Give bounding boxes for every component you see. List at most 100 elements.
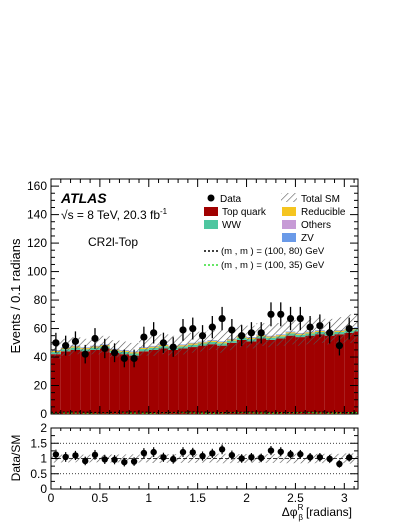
data-point-16 bbox=[208, 323, 216, 331]
legend: Data Total SM Top quark Reducible WW Oth… bbox=[204, 193, 346, 271]
bar-top-quark-5 bbox=[99, 348, 110, 414]
total-sm-band-17 bbox=[217, 329, 227, 353]
ratio-y-axis-ticks: 00.51 1.52 bbox=[30, 421, 358, 496]
data-point-4 bbox=[91, 334, 99, 343]
legend-top-label: Top quark bbox=[222, 207, 267, 218]
ratio-point-8 bbox=[130, 458, 138, 465]
y-tick-label: 140 bbox=[27, 208, 47, 222]
atlas-label: ATLAS bbox=[60, 190, 107, 206]
ratio-point-9 bbox=[140, 449, 148, 457]
ratio-band-16 bbox=[207, 454, 218, 463]
ratio-point-12 bbox=[170, 455, 177, 463]
ratio-y-tick-label: 1.5 bbox=[30, 436, 47, 450]
bar-top-quark-24 bbox=[285, 335, 296, 414]
bar-top-quark-6 bbox=[109, 352, 120, 414]
main-panel: 0 20 40 60 80 100 120 140 160 Events / 0.1 radia… bbox=[8, 178, 359, 421]
y-tick-label: 80 bbox=[34, 293, 48, 307]
data-point-8 bbox=[130, 354, 138, 363]
legend-reducible-swatch bbox=[282, 207, 296, 216]
bar-top-quark-31 bbox=[354, 331, 358, 414]
data-point-12 bbox=[169, 343, 177, 351]
ratio-y-tick-label: 0 bbox=[40, 482, 47, 496]
data-point-3 bbox=[81, 350, 89, 358]
total-sm-band-13 bbox=[178, 334, 188, 355]
y-axis-label: Events / 0.1 radians bbox=[8, 238, 23, 353]
x-tick-label: 0 bbox=[48, 491, 55, 505]
data-point-26 bbox=[306, 323, 314, 331]
ratio-points bbox=[52, 444, 353, 468]
bar-top-quark-3 bbox=[80, 351, 91, 414]
bar-top-quark-1 bbox=[60, 351, 71, 414]
data-point-0 bbox=[52, 339, 60, 347]
bar-top-quark-10 bbox=[148, 349, 159, 414]
bar-top-quark-11 bbox=[158, 348, 169, 414]
ratio-point-10 bbox=[150, 448, 157, 456]
total-sm-band-24 bbox=[285, 318, 296, 345]
bar-top-quark-0 bbox=[51, 354, 61, 414]
total-sm-band-29 bbox=[334, 317, 345, 343]
total-sm-band-14 bbox=[187, 332, 198, 353]
ratio-point-20 bbox=[248, 454, 255, 461]
ratio-point-13 bbox=[179, 448, 187, 456]
ratio-point-19 bbox=[238, 455, 245, 462]
bar-top-quark-22 bbox=[266, 339, 276, 414]
y-tick-label: 100 bbox=[27, 265, 47, 279]
bar-top-quark-17 bbox=[217, 345, 227, 414]
x-axis-ticks-main bbox=[50, 179, 355, 414]
y-tick-label: 60 bbox=[34, 322, 48, 336]
legend-total-sm-swatch bbox=[281, 193, 297, 202]
legend-others-swatch bbox=[282, 220, 296, 229]
ratio-point-14 bbox=[189, 449, 196, 456]
ratio-point-16 bbox=[209, 450, 216, 457]
data-point-7 bbox=[120, 354, 128, 363]
legend-top-swatch bbox=[204, 207, 218, 216]
ratio-point-24 bbox=[287, 451, 294, 458]
data-point-5 bbox=[101, 344, 109, 353]
bar-top-quark-12 bbox=[168, 349, 179, 414]
data-point-1 bbox=[62, 342, 70, 350]
ratio-point-6 bbox=[111, 456, 118, 463]
data-point-17 bbox=[218, 314, 226, 323]
y-tick-label: 20 bbox=[34, 379, 48, 393]
total-sm-band-31 bbox=[354, 313, 358, 342]
legend-data-marker bbox=[207, 194, 215, 202]
total-sm-band-22 bbox=[266, 324, 276, 348]
x-tick-label: 2.5 bbox=[287, 491, 304, 505]
data-point-22 bbox=[267, 310, 275, 318]
data-point-2 bbox=[71, 337, 80, 345]
data-point-19 bbox=[238, 332, 246, 340]
bar-top-quark-15 bbox=[197, 345, 208, 414]
data-point-11 bbox=[159, 339, 168, 347]
legend-reducible-label: Reducible bbox=[301, 207, 346, 218]
y-tick-label: 0 bbox=[40, 407, 47, 421]
ratio-point-15 bbox=[199, 452, 206, 460]
bar-top-quark-25 bbox=[295, 337, 306, 414]
total-sm-band-10 bbox=[148, 335, 159, 356]
y-axis-ticks: 0 20 40 60 80 100 120 140 160 bbox=[27, 179, 358, 421]
ratio-point-30 bbox=[346, 454, 353, 461]
bar-top-quark-27 bbox=[314, 334, 325, 414]
data-point-25 bbox=[296, 314, 304, 323]
data-point-13 bbox=[179, 326, 187, 334]
data-point-21 bbox=[257, 329, 265, 337]
bar-top-quark-2 bbox=[70, 349, 81, 414]
ratio-point-28 bbox=[326, 455, 333, 463]
x-axis-ticks: 0 0.5 1 1.5 2 2.5 3 bbox=[48, 428, 355, 505]
legend-data-label: Data bbox=[220, 194, 242, 205]
data-point-29 bbox=[335, 342, 344, 350]
ratio-point-22 bbox=[267, 447, 275, 454]
ratio-band-13 bbox=[178, 454, 188, 463]
ratio-point-21 bbox=[258, 454, 265, 462]
ratio-point-23 bbox=[277, 448, 284, 455]
ratio-point-1 bbox=[62, 453, 69, 461]
data-point-24 bbox=[286, 314, 295, 323]
data-point-10 bbox=[150, 329, 158, 337]
bar-top-quark-8 bbox=[129, 355, 139, 414]
bar-top-quark-16 bbox=[207, 344, 218, 414]
data-point-27 bbox=[316, 322, 324, 330]
data-points bbox=[52, 302, 353, 368]
ratio-y-tick-label: 2 bbox=[40, 421, 47, 435]
ratio-point-29 bbox=[336, 460, 343, 468]
ratio-point-5 bbox=[101, 456, 108, 463]
bar-top-quark-19 bbox=[236, 339, 247, 414]
